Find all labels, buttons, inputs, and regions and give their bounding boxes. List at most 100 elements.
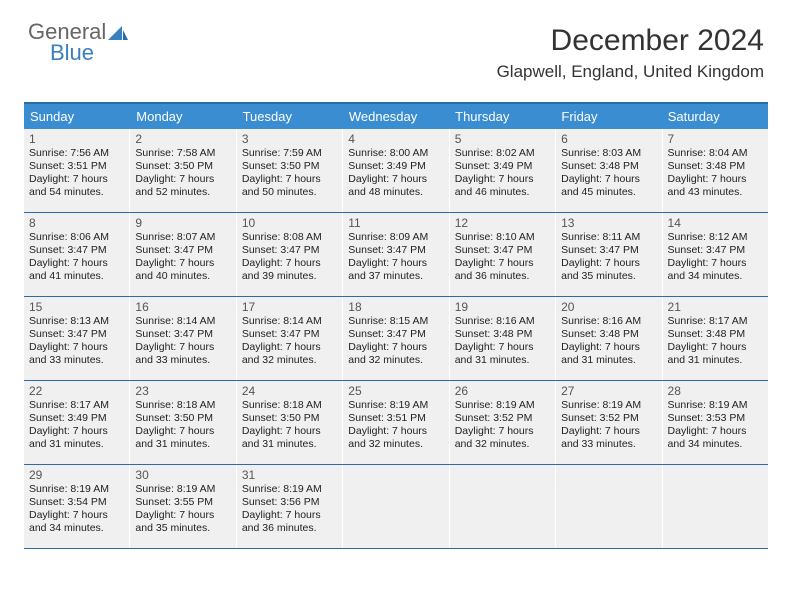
day-number: 30: [135, 468, 230, 482]
daylight-line: and 34 minutes.: [668, 438, 763, 451]
sunset-line: Sunset: 3:51 PM: [348, 412, 443, 425]
calendar-week: 15Sunrise: 8:13 AMSunset: 3:47 PMDayligh…: [24, 297, 768, 381]
daylight-line: Daylight: 7 hours: [668, 173, 763, 186]
daylight-line: Daylight: 7 hours: [348, 341, 443, 354]
daylight-line: Daylight: 7 hours: [668, 425, 763, 438]
day-number: 9: [135, 216, 230, 230]
daylight-line: Daylight: 7 hours: [455, 341, 550, 354]
day-number: 31: [242, 468, 337, 482]
col-thursday: Thursday: [449, 104, 555, 129]
sunrise-line: Sunrise: 8:13 AM: [29, 315, 124, 328]
sunset-line: Sunset: 3:49 PM: [348, 160, 443, 173]
daylight-line: Daylight: 7 hours: [668, 341, 763, 354]
daylight-line: Daylight: 7 hours: [561, 257, 656, 270]
day-number: 8: [29, 216, 124, 230]
calendar-day: 4Sunrise: 8:00 AMSunset: 3:49 PMDaylight…: [343, 129, 449, 212]
sunrise-line: Sunrise: 8:16 AM: [561, 315, 656, 328]
daylight-line: Daylight: 7 hours: [135, 425, 230, 438]
daylight-line: Daylight: 7 hours: [561, 341, 656, 354]
sunrise-line: Sunrise: 8:15 AM: [348, 315, 443, 328]
daylight-line: and 35 minutes.: [135, 522, 230, 535]
sunrise-line: Sunrise: 8:02 AM: [455, 147, 550, 160]
sunrise-line: Sunrise: 8:19 AM: [668, 399, 763, 412]
sunset-line: Sunset: 3:47 PM: [668, 244, 763, 257]
sunset-line: Sunset: 3:47 PM: [242, 244, 337, 257]
sunset-line: Sunset: 3:52 PM: [455, 412, 550, 425]
calendar-day: 28Sunrise: 8:19 AMSunset: 3:53 PMDayligh…: [663, 381, 768, 464]
daylight-line: Daylight: 7 hours: [29, 173, 124, 186]
calendar-day: 31Sunrise: 8:19 AMSunset: 3:56 PMDayligh…: [237, 465, 343, 548]
sunset-line: Sunset: 3:48 PM: [561, 160, 656, 173]
sunset-line: Sunset: 3:47 PM: [135, 244, 230, 257]
logo: General Blue: [28, 22, 106, 64]
day-number: 11: [348, 216, 443, 230]
sunset-line: Sunset: 3:48 PM: [561, 328, 656, 341]
daylight-line: Daylight: 7 hours: [455, 425, 550, 438]
daylight-line: Daylight: 7 hours: [29, 425, 124, 438]
sunrise-line: Sunrise: 8:03 AM: [561, 147, 656, 160]
day-number: 3: [242, 132, 337, 146]
sunrise-line: Sunrise: 8:18 AM: [242, 399, 337, 412]
daylight-line: and 33 minutes.: [561, 438, 656, 451]
daylight-line: Daylight: 7 hours: [455, 173, 550, 186]
calendar-day: 5Sunrise: 8:02 AMSunset: 3:49 PMDaylight…: [450, 129, 556, 212]
calendar-day: 24Sunrise: 8:18 AMSunset: 3:50 PMDayligh…: [237, 381, 343, 464]
sunrise-line: Sunrise: 7:58 AM: [135, 147, 230, 160]
sunrise-line: Sunrise: 8:00 AM: [348, 147, 443, 160]
calendar-day: 16Sunrise: 8:14 AMSunset: 3:47 PMDayligh…: [130, 297, 236, 380]
daylight-line: and 46 minutes.: [455, 186, 550, 199]
daylight-line: Daylight: 7 hours: [242, 425, 337, 438]
col-sunday: Sunday: [24, 104, 130, 129]
daylight-line: Daylight: 7 hours: [242, 257, 337, 270]
daylight-line: Daylight: 7 hours: [135, 257, 230, 270]
sunset-line: Sunset: 3:54 PM: [29, 496, 124, 509]
sunset-line: Sunset: 3:47 PM: [135, 328, 230, 341]
calendar-day: 18Sunrise: 8:15 AMSunset: 3:47 PMDayligh…: [343, 297, 449, 380]
calendar-day: 14Sunrise: 8:12 AMSunset: 3:47 PMDayligh…: [663, 213, 768, 296]
day-number: 14: [668, 216, 763, 230]
daylight-line: and 36 minutes.: [455, 270, 550, 283]
sunset-line: Sunset: 3:49 PM: [455, 160, 550, 173]
day-number: 23: [135, 384, 230, 398]
daylight-line: Daylight: 7 hours: [135, 509, 230, 522]
calendar-day: 20Sunrise: 8:16 AMSunset: 3:48 PMDayligh…: [556, 297, 662, 380]
calendar-day: 11Sunrise: 8:09 AMSunset: 3:47 PMDayligh…: [343, 213, 449, 296]
daylight-line: and 43 minutes.: [668, 186, 763, 199]
sunrise-line: Sunrise: 8:19 AM: [242, 483, 337, 496]
daylight-line: and 39 minutes.: [242, 270, 337, 283]
sunrise-line: Sunrise: 8:19 AM: [455, 399, 550, 412]
day-number: 19: [455, 300, 550, 314]
calendar-day: 30Sunrise: 8:19 AMSunset: 3:55 PMDayligh…: [130, 465, 236, 548]
calendar-day: 21Sunrise: 8:17 AMSunset: 3:48 PMDayligh…: [663, 297, 768, 380]
day-number: 2: [135, 132, 230, 146]
calendar-day: 23Sunrise: 8:18 AMSunset: 3:50 PMDayligh…: [130, 381, 236, 464]
sunset-line: Sunset: 3:50 PM: [135, 160, 230, 173]
sunrise-line: Sunrise: 8:10 AM: [455, 231, 550, 244]
day-number: 22: [29, 384, 124, 398]
sunrise-line: Sunrise: 8:17 AM: [29, 399, 124, 412]
calendar-week: 22Sunrise: 8:17 AMSunset: 3:49 PMDayligh…: [24, 381, 768, 465]
daylight-line: and 34 minutes.: [668, 270, 763, 283]
daylight-line: Daylight: 7 hours: [29, 257, 124, 270]
daylight-line: and 32 minutes.: [242, 354, 337, 367]
sunset-line: Sunset: 3:55 PM: [135, 496, 230, 509]
col-tuesday: Tuesday: [237, 104, 343, 129]
day-number: 12: [455, 216, 550, 230]
day-number: 10: [242, 216, 337, 230]
daylight-line: and 36 minutes.: [242, 522, 337, 535]
daylight-line: Daylight: 7 hours: [29, 509, 124, 522]
col-wednesday: Wednesday: [343, 104, 449, 129]
day-number: 25: [348, 384, 443, 398]
calendar-day: [450, 465, 556, 548]
calendar-day: 19Sunrise: 8:16 AMSunset: 3:48 PMDayligh…: [450, 297, 556, 380]
daylight-line: and 33 minutes.: [29, 354, 124, 367]
daylight-line: and 54 minutes.: [29, 186, 124, 199]
daylight-line: Daylight: 7 hours: [242, 173, 337, 186]
sunset-line: Sunset: 3:50 PM: [135, 412, 230, 425]
daylight-line: Daylight: 7 hours: [242, 341, 337, 354]
calendar-day: 17Sunrise: 8:14 AMSunset: 3:47 PMDayligh…: [237, 297, 343, 380]
page-title: December 2024: [551, 24, 764, 58]
sunset-line: Sunset: 3:47 PM: [348, 328, 443, 341]
sunrise-line: Sunrise: 8:19 AM: [561, 399, 656, 412]
sunrise-line: Sunrise: 8:11 AM: [561, 231, 656, 244]
